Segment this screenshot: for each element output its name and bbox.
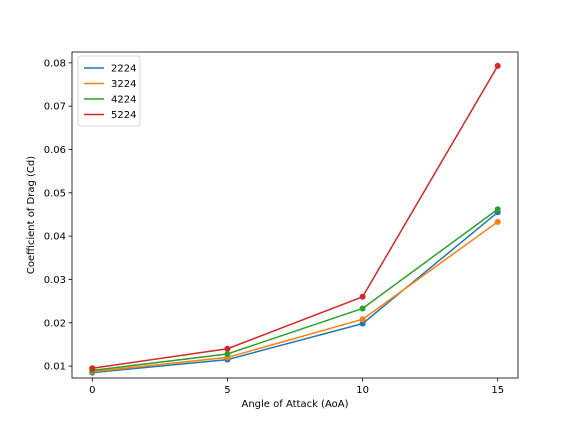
x-tick-label: 5 [224,385,230,396]
x-tick-label: 0 [89,385,95,396]
y-axis-label: Coefficient of Drag (Cd) [26,156,37,274]
data-point-4224 [224,350,231,357]
axis-ticks: 0 5 10 15 0.01 0.02 0.03 0.04 0.05 0.06 0.07 0.08 [44,58,504,396]
series-line-4224 [92,208,499,372]
data-point-3224 [359,316,366,323]
x-tick-label: 10 [356,385,369,396]
data-point-3224 [494,218,501,225]
data-point-5224 [89,365,96,372]
y-tick-label: 0.02 [44,318,66,329]
y-tick-label: 0.06 [44,145,66,156]
legend: 2224 3224 4224 5224 [77,55,141,127]
data-point-5224 [494,62,501,69]
x-axis-label: Angle of Attack (AoA) [242,399,349,410]
y-tick-label: 0.03 [44,275,66,286]
data-point-2224 [359,320,366,327]
series-line-3224 [92,221,499,373]
series-line-2224 [92,211,499,374]
y-tick-label: 0.01 [44,362,66,373]
data-point-4224 [494,206,501,213]
legend-label: 2224 [111,64,136,75]
legend-box [77,55,141,127]
data-point-4224 [359,305,366,312]
series-line-5224 [92,65,499,369]
legend-label: 3224 [111,79,136,90]
legend-label: 4224 [111,95,136,106]
axes-frame [71,51,519,379]
data-point-5224 [224,345,231,352]
y-tick-label: 0.07 [44,102,66,113]
y-tick-label: 0.04 [44,232,66,243]
y-tick-label: 0.08 [44,58,66,69]
legend-label: 5224 [111,110,136,121]
data-point-5224 [359,293,366,300]
x-tick-label: 15 [491,385,504,396]
plot-marks [89,62,501,376]
y-tick-label: 0.05 [44,188,66,199]
